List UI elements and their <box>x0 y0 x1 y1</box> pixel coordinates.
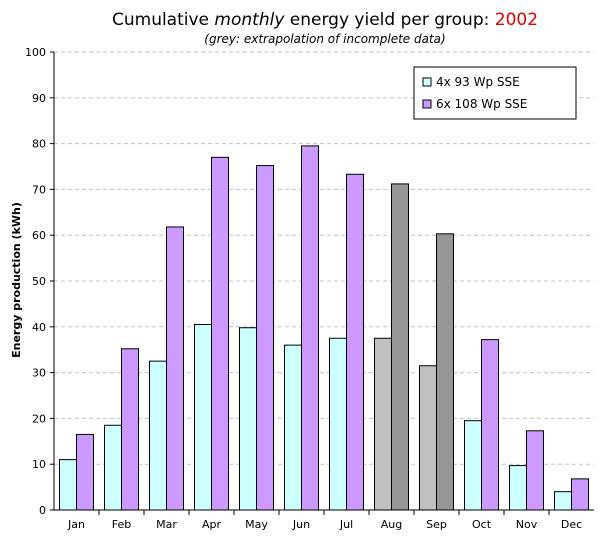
bar-feb-series-1 <box>104 424 122 511</box>
bar-aug-series-1 <box>374 337 392 511</box>
bar-apr-series-1 <box>194 324 212 511</box>
bar-nov-series-2 <box>526 430 544 511</box>
chart-subtitle: (grey: extrapolation of incomplete data) <box>204 32 446 46</box>
x-tick-label: Apr <box>202 518 222 531</box>
legend-swatch-series-1 <box>422 77 432 87</box>
x-tick-label: May <box>245 518 268 531</box>
legend-box <box>413 66 577 120</box>
y-tick-label: 40 <box>32 321 46 334</box>
y-tick-label: 100 <box>25 46 46 59</box>
title-middle: energy yield per group: <box>284 10 495 30</box>
bar-jan-series-2 <box>76 433 94 511</box>
title-prefix: Cumulative <box>111 10 215 30</box>
x-tick-label: Jul <box>339 518 353 531</box>
bar-dec-series-1 <box>554 491 572 511</box>
y-tick-label: 80 <box>32 138 46 151</box>
bar-mar-series-2 <box>166 226 184 511</box>
bar-mar-series-1 <box>149 360 167 511</box>
x-tick-label: Jan <box>67 518 85 531</box>
chart-title: Cumulative monthly energy yield per grou… <box>0 10 610 30</box>
x-tick-label: Jun <box>292 518 310 531</box>
axes: 0 10 20 30 40 50 60 70 80 90 100 Jan Feb Mar Apr May Jun… <box>25 46 594 531</box>
bar-apr-series-2 <box>211 156 229 511</box>
bar-jul-series-2 <box>346 173 364 511</box>
bar-feb-series-2 <box>121 348 139 511</box>
grid-lines <box>54 51 594 465</box>
y-tick-label: 10 <box>32 458 46 471</box>
legend-swatch-series-2 <box>422 99 432 109</box>
y-axis-label: Energy production (kWh) <box>10 202 23 358</box>
bar-dec-series-2 <box>571 478 589 511</box>
x-tick-label: Dec <box>561 518 582 531</box>
bar-oct-series-2 <box>481 339 499 511</box>
y-tick-label: 30 <box>32 367 46 380</box>
bar-jul-series-1 <box>329 337 347 511</box>
bar-sep-series-1 <box>419 365 437 511</box>
bar-nov-series-1 <box>509 465 527 511</box>
title-year: 2002 <box>494 10 539 30</box>
bars <box>59 145 589 511</box>
x-tick-label: Mar <box>156 518 177 531</box>
x-tick-label: Oct <box>472 518 492 531</box>
bar-jun-series-1 <box>284 344 302 511</box>
y-tick-label: 50 <box>32 275 46 288</box>
x-tick-label: Aug <box>381 518 402 531</box>
legend-label-series-1: 4x 93 Wp SSE <box>436 75 520 89</box>
legend-label-series-2: 6x 108 Wp SSE <box>436 97 527 111</box>
title-emphasis: monthly <box>214 10 285 30</box>
bar-oct-series-1 <box>464 420 482 511</box>
y-tick-label: 20 <box>32 412 46 425</box>
bar-aug-series-2 <box>391 183 409 511</box>
bar-jan-series-1 <box>59 459 77 511</box>
bar-jun-series-2 <box>301 145 319 511</box>
x-tick-label: Feb <box>112 518 131 531</box>
y-tick-label: 0 <box>39 504 46 517</box>
bar-may-series-1 <box>239 327 257 511</box>
y-tick-label: 60 <box>32 229 46 242</box>
x-tick-label: Nov <box>516 518 538 531</box>
y-tick-label: 70 <box>32 183 46 196</box>
y-tick-label: 90 <box>32 92 46 105</box>
bar-may-series-2 <box>256 165 274 511</box>
x-tick-label: Sep <box>426 518 447 531</box>
bar-sep-series-2 <box>436 233 454 511</box>
legend: 4x 93 Wp SSE 6x 108 Wp SSE <box>413 66 577 120</box>
